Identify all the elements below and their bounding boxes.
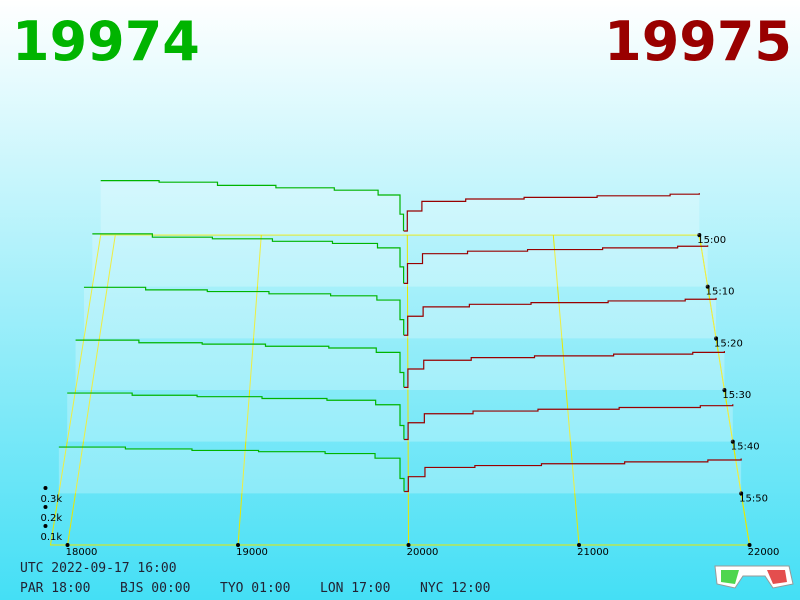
depth-fill (403, 297, 717, 339)
utc-time: UTC 2022-09-17 16:00 (20, 561, 177, 576)
grid-line (406, 234, 410, 546)
3d-glasses-icon (714, 565, 794, 589)
tick-dot (714, 336, 719, 341)
time-zone: LON 17:00 (320, 581, 390, 596)
tick-dot (43, 486, 48, 490)
x-tick-label: 21000 (577, 547, 609, 558)
time-zone: TYO 01:00 (220, 581, 290, 596)
ask-depth-line (403, 351, 726, 388)
time-zones: PAR 18:00 BJS 00:00 TYO 01:00 LON 17:00 NYC … (20, 581, 490, 596)
x-tick-label: 18000 (66, 547, 98, 558)
tick-dot (739, 491, 744, 496)
tick-dot (747, 543, 752, 547)
tick-dot (577, 543, 582, 547)
grid-line (67, 234, 116, 546)
v-tick-label: 0.3k (40, 494, 62, 505)
time-zone: PAR 18:00 (20, 581, 90, 596)
bid-depth-line (75, 339, 405, 388)
depth-fill (403, 245, 708, 287)
tick-dot (705, 284, 710, 289)
tick-dot (236, 543, 241, 547)
time-tick-label: 15:30 (722, 390, 751, 401)
time-zone: BJS 00:00 (120, 581, 190, 596)
tick-dot (43, 524, 48, 528)
grid-line (552, 234, 580, 546)
depth-fill (92, 233, 404, 287)
bid-depth-line (58, 446, 405, 492)
depth-fill (403, 351, 725, 390)
depth-fill (83, 287, 404, 339)
ask-depth-line (404, 404, 734, 441)
bid-depth-line (83, 286, 405, 336)
time-tick-label: 15:20 (714, 338, 743, 349)
depth-fill (67, 393, 404, 442)
time-tick-label: 15:50 (739, 493, 768, 504)
bid-depth-line (92, 233, 405, 284)
tick-dot (730, 439, 735, 444)
depth-fill (58, 447, 404, 494)
tick-dot (697, 233, 702, 237)
time-zone: NYC 12:00 (420, 581, 490, 596)
ask-price: 19975 (604, 10, 792, 73)
x-tick-label: 20000 (407, 547, 439, 558)
depth-fill (100, 180, 404, 235)
x-tick-label: 19000 (236, 547, 268, 558)
time-tick-label: 15:00 (697, 235, 726, 246)
bid-price: 19974 (12, 10, 200, 73)
grid-line (237, 234, 262, 546)
time-tick-label: 15:10 (706, 287, 735, 298)
depth-fill (404, 458, 742, 494)
tick-dot (43, 505, 48, 509)
x-tick-label: 22000 (748, 547, 780, 558)
v-tick-label: 0.2k (40, 513, 62, 524)
tick-dot (406, 543, 411, 547)
ask-depth-line (404, 458, 742, 493)
ask-depth-line (403, 245, 709, 284)
bid-depth-line (67, 392, 405, 440)
depth-fill (403, 193, 700, 235)
bid-depth-line (100, 180, 405, 231)
time-tick-label: 15:40 (731, 442, 760, 453)
tick-dot (65, 543, 70, 547)
v-tick-label: 0.1k (40, 532, 62, 543)
ask-depth-line (403, 193, 700, 232)
tick-dot (722, 388, 727, 392)
depth-fill (404, 404, 733, 442)
depth-fill (75, 340, 404, 390)
ask-depth-line (403, 297, 717, 336)
plot: 18000 19000 20000 21000 22000 15:00 15:10 15:20… (40, 180, 780, 558)
